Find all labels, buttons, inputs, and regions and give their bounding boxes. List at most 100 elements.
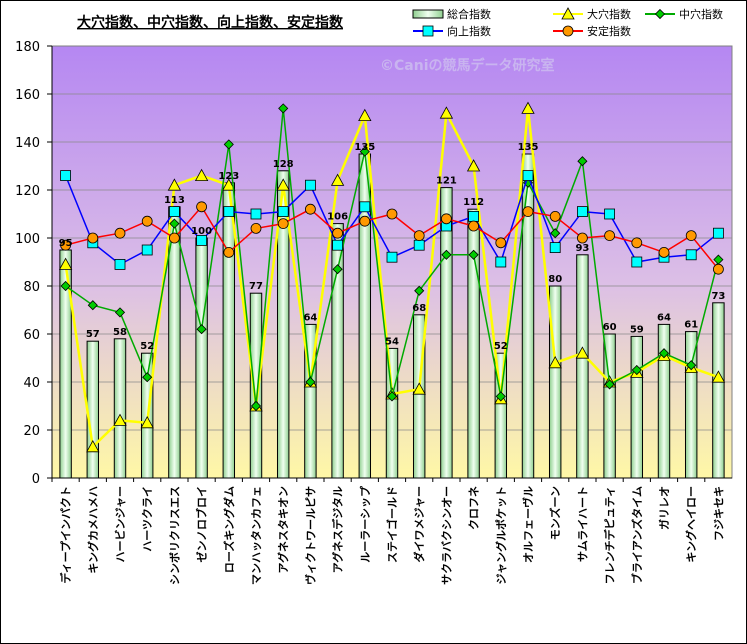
bar-value-label: 112	[463, 197, 484, 208]
series-2-point	[196, 324, 207, 335]
series-3-point	[277, 206, 289, 218]
y-tick-label: 100	[15, 232, 40, 247]
bar-sogo	[249, 292, 263, 479]
legend-label: 総合指数	[447, 7, 491, 21]
bar-value-label: 59	[630, 324, 644, 335]
y-tick-label: 80	[23, 280, 40, 295]
series-2-point	[658, 348, 670, 359]
series-1-point	[521, 101, 535, 114]
x-category-label: ハーツクライ	[141, 486, 154, 552]
series-4-point	[223, 246, 235, 258]
series-3-point	[631, 256, 643, 268]
series-4-point	[141, 215, 153, 227]
legend-marker	[561, 7, 575, 20]
x-category-label: ハービンジャー	[113, 486, 127, 562]
bar-value-label: 80	[548, 274, 562, 285]
x-category-label: ガリレオ	[657, 486, 671, 530]
series-4-point	[332, 227, 344, 239]
x-category-label: シンボリクリスエス	[167, 486, 181, 585]
series-2-point	[631, 364, 642, 376]
series-2-point	[305, 376, 316, 388]
x-category-label: ゼンノロブロイ	[195, 486, 209, 562]
series-1-point	[575, 346, 590, 359]
x-category-label: ディープインパクト	[59, 486, 73, 584]
legend-label: 向上指数	[447, 24, 491, 38]
series-4-point	[468, 220, 480, 232]
series-3-point	[713, 227, 724, 239]
series-4-point	[495, 237, 507, 249]
x-category-label: キングカメハメハ	[86, 486, 100, 574]
series-3-point	[522, 170, 534, 182]
series-1-point	[330, 173, 345, 186]
series-4-point	[386, 208, 398, 220]
series-4-point	[522, 206, 534, 218]
series-4-point	[713, 263, 724, 275]
series-4-point	[549, 210, 561, 222]
series-2-point	[441, 249, 452, 260]
y-tick-label: 120	[15, 184, 40, 199]
series-2-point	[495, 391, 506, 402]
series-4-point	[577, 232, 588, 244]
x-category-label: アグネスデジタル	[331, 486, 345, 573]
legend-marker	[654, 8, 666, 20]
x-category-label: ブライアンズタイム	[630, 486, 644, 584]
series-2-point	[414, 285, 425, 296]
bar-value-label: 100	[191, 226, 212, 237]
x-category-label: サムライハート	[576, 486, 589, 562]
bar-value-label: 54	[385, 336, 399, 347]
series-4-point	[359, 215, 371, 227]
x-category-label: ルーラーシップ	[358, 485, 372, 563]
bar-value-label: 64	[657, 312, 671, 323]
series-2-point	[332, 264, 343, 275]
bar-sogo	[521, 153, 535, 479]
series-3-point	[196, 234, 208, 246]
x-category-label: ローズキングダム	[222, 486, 236, 573]
x-category-label: フジキセキ	[712, 486, 725, 541]
series-2-point	[223, 139, 234, 150]
series-3-point	[468, 210, 480, 222]
series-4-point	[60, 239, 71, 251]
series-1-point	[113, 413, 127, 426]
series-3-point	[60, 170, 71, 182]
series-3-point	[250, 208, 262, 220]
x-category-label: モンズーン	[548, 486, 562, 540]
series-4-point	[631, 237, 643, 249]
y-tick-label: 160	[15, 88, 40, 103]
series-3-point	[304, 179, 316, 191]
series-2-point	[278, 103, 289, 114]
legend-label: 安定指数	[587, 24, 631, 38]
series-4-point	[440, 213, 452, 225]
legend-label: 中穴指数	[679, 7, 723, 21]
y-tick-label: 20	[23, 424, 40, 439]
legend-swatch-bar	[412, 9, 444, 19]
series-1-point	[194, 168, 209, 182]
series-1-point	[222, 178, 236, 191]
series-2-point	[386, 391, 398, 402]
bar-sogo	[195, 237, 208, 479]
series-1-point	[548, 355, 562, 369]
series-3-point	[577, 206, 588, 218]
series-4-point	[658, 246, 670, 258]
bar-value-label: 58	[113, 327, 127, 338]
series-2-point	[142, 372, 153, 383]
series-3-point	[114, 258, 126, 270]
series-1-point	[439, 106, 454, 119]
series-3-point	[386, 251, 398, 263]
x-category-label: サクラバクシンオー	[440, 486, 453, 585]
legend-marker	[562, 25, 574, 37]
x-category-label: ヴィクトワールピサ	[303, 486, 317, 585]
bar-value-label: 123	[218, 171, 239, 182]
series-3-point	[549, 242, 561, 254]
bar-sogo	[467, 208, 480, 479]
y-tick-label: 180	[15, 40, 40, 55]
bar-sogo	[630, 335, 644, 479]
bar-value-label: 95	[59, 238, 73, 249]
chart-title: 大穴指数、中穴指数、向上指数、安定指数	[77, 14, 344, 31]
legend-label: 大穴指数	[587, 7, 631, 21]
bar-sogo	[331, 223, 344, 479]
series-1-point	[167, 178, 182, 191]
series-2-point	[60, 280, 71, 292]
bar-value-label: 135	[518, 142, 539, 153]
